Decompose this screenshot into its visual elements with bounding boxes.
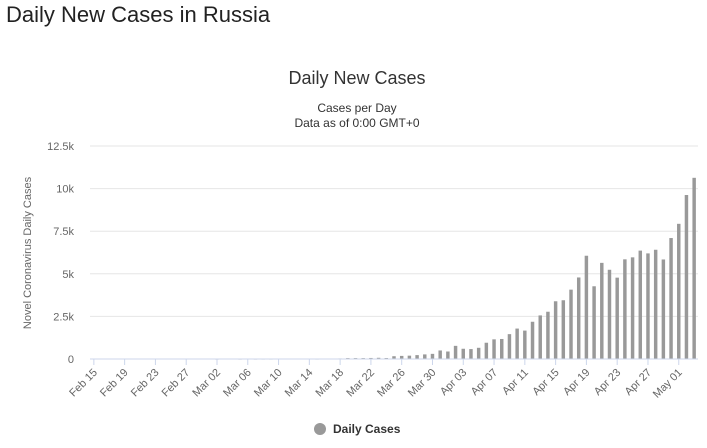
bar[interactable] [646, 253, 650, 359]
x-tick-label: Mar 02 [190, 367, 223, 400]
legend-marker-icon [314, 423, 326, 435]
bar[interactable] [399, 355, 404, 359]
x-tick-label: Apr 15 [530, 367, 561, 398]
x-tick-label: Feb 27 [160, 367, 193, 400]
x-tick-label: Mar 22 [344, 367, 377, 400]
bar[interactable] [530, 321, 535, 359]
bar[interactable] [438, 350, 442, 359]
bar[interactable] [600, 262, 604, 359]
gridlines [90, 145, 698, 317]
bar[interactable] [677, 223, 681, 359]
bar[interactable] [607, 269, 612, 359]
x-tick-label: Mar 10 [252, 367, 285, 400]
bar[interactable] [661, 259, 666, 359]
x-tick-label: May 01 [651, 367, 685, 401]
bar[interactable] [523, 330, 527, 359]
x-tick-label: Apr 23 [592, 367, 623, 398]
bar[interactable] [423, 354, 427, 359]
x-tick-label: Mar 18 [314, 367, 347, 400]
bar[interactable] [638, 250, 643, 359]
bar[interactable] [553, 301, 558, 359]
bar[interactable] [376, 357, 381, 359]
y-tick-label: 0 [68, 354, 74, 366]
bar[interactable] [507, 334, 512, 359]
bar[interactable] [453, 345, 458, 359]
bar[interactable] [446, 351, 450, 360]
bar[interactable] [476, 347, 481, 359]
bar[interactable] [407, 355, 412, 359]
x-tick-label: Apr 27 [623, 367, 654, 398]
bar[interactable] [623, 259, 627, 359]
y-tick-label: 7.5k [53, 226, 74, 238]
page-title: Daily New Cases in Russia [6, 2, 271, 27]
y-tick-label: 12.5k [47, 141, 74, 153]
bar[interactable] [430, 353, 435, 359]
x-tick-label: Mar 30 [406, 367, 439, 400]
x-tick-label: Apr 07 [469, 367, 500, 398]
bar[interactable] [630, 257, 635, 359]
bar[interactable] [500, 338, 504, 359]
bar[interactable] [592, 286, 596, 359]
chart-subtitle-line-1: Cases per Day [317, 101, 396, 115]
legend-label[interactable]: Daily Cases [333, 422, 401, 436]
y-axis-ticks: 0 2.5k 5k 7.5k 10k 12.5k [47, 141, 74, 366]
bar[interactable] [492, 339, 496, 359]
x-tick-label: Feb 23 [129, 367, 162, 400]
bar[interactable] [515, 328, 519, 359]
chart-title: Daily New Cases [288, 68, 425, 88]
y-tick-label: 10k [56, 184, 74, 196]
y-axis-title: Novel Coronavirus Daily Cases [22, 176, 34, 329]
x-tick-label: Apr 11 [500, 367, 531, 398]
x-tick-label: Mar 26 [375, 367, 408, 400]
bar[interactable] [653, 249, 658, 359]
chart-subtitle-line-2: Data as of 0:00 GMT+0 [294, 116, 419, 130]
bar[interactable] [538, 315, 542, 359]
x-tick-label: Apr 19 [561, 367, 592, 398]
bar[interactable] [669, 238, 673, 359]
bar[interactable] [561, 300, 566, 359]
bar[interactable] [692, 177, 696, 359]
bar[interactable] [584, 255, 589, 359]
bar[interactable] [576, 277, 581, 359]
legend[interactable]: Daily Cases [314, 422, 401, 436]
bar[interactable] [369, 357, 373, 359]
y-tick-label: 2.5k [53, 311, 74, 323]
bar[interactable] [546, 311, 550, 359]
bar[interactable] [569, 289, 573, 359]
bar[interactable] [469, 349, 473, 359]
y-tick-label: 5k [62, 269, 74, 281]
bar-series [215, 177, 696, 360]
bar[interactable] [684, 195, 689, 359]
x-tick-label: Feb 15 [67, 367, 100, 400]
bar[interactable] [392, 356, 396, 359]
bar[interactable] [615, 277, 619, 359]
bar[interactable] [484, 342, 489, 359]
x-tick-label: Apr 03 [438, 367, 469, 398]
bar[interactable] [415, 355, 419, 359]
bar[interactable] [461, 348, 465, 359]
x-tick-label: Mar 06 [221, 367, 254, 400]
x-tick-label: Feb 19 [98, 367, 131, 400]
x-tick-label: Mar 14 [283, 367, 316, 400]
